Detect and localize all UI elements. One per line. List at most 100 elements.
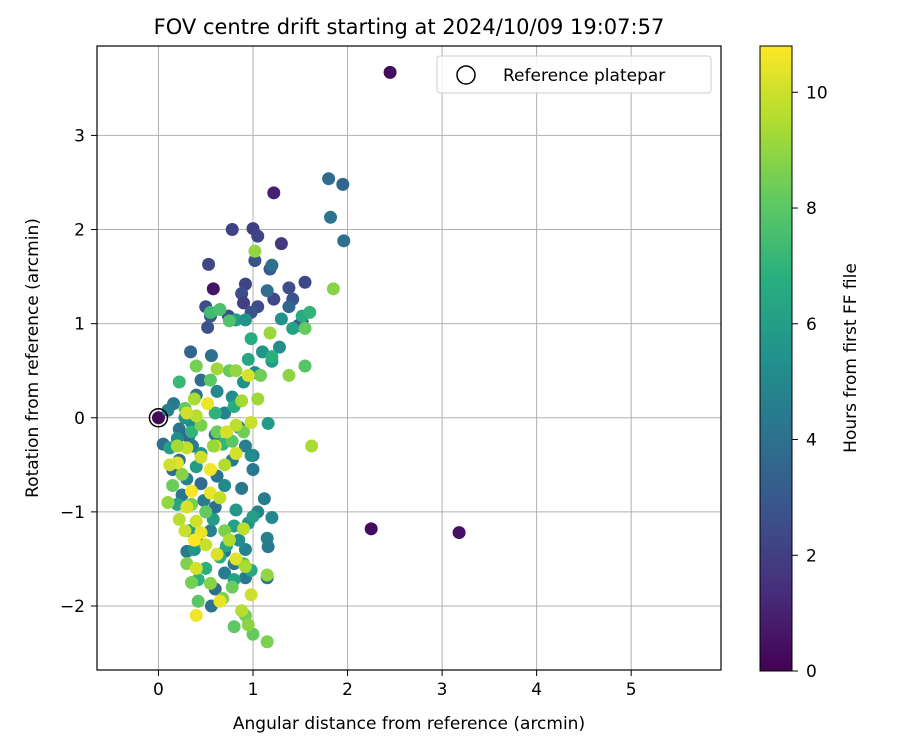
data-point [246, 510, 260, 524]
data-point [298, 321, 312, 335]
data-point [229, 503, 243, 517]
legend-marker-icon [456, 65, 476, 85]
data-point [172, 512, 186, 526]
data-point [218, 566, 232, 580]
data-point [185, 425, 199, 439]
x-axis-ticks: 0 1 2 3 4 5 [153, 670, 637, 700]
data-point [189, 608, 203, 622]
data-point [237, 296, 251, 310]
data-point [235, 481, 249, 495]
data-point [201, 320, 215, 334]
data-point [272, 340, 286, 354]
data-point [199, 561, 213, 575]
data-point [286, 321, 300, 335]
y-tick-label: 1 [74, 315, 85, 335]
colorbar-gradient [759, 45, 793, 672]
data-point [251, 392, 265, 406]
y-axis-label: Rotation from reference (arcmin) [23, 218, 43, 498]
data-point [194, 450, 208, 464]
data-point [244, 332, 258, 346]
data-point [210, 425, 224, 439]
data-point [203, 576, 217, 590]
data-point [189, 561, 203, 575]
data-point [229, 364, 243, 378]
data-point [241, 352, 255, 366]
data-point [265, 258, 279, 272]
x-tick-label: 1 [248, 680, 259, 700]
data-point [199, 538, 213, 552]
colorbar-tick-label: 8 [806, 199, 817, 219]
data-point [206, 282, 220, 296]
data-point [180, 500, 194, 514]
reference-marker [148, 408, 169, 428]
data-point [337, 234, 351, 248]
data-point [218, 458, 232, 472]
data-point [238, 559, 252, 573]
data-point [244, 588, 258, 602]
data-point [238, 543, 252, 557]
data-point [261, 540, 275, 554]
data-point [203, 373, 217, 387]
data-point [303, 305, 317, 319]
colorbar-label: Hours from first FF file [841, 263, 861, 453]
legend-label: Reference platepar [503, 66, 665, 86]
data-point [194, 477, 208, 491]
data-point [244, 448, 258, 462]
data-point [298, 359, 312, 373]
colorbar-ticks: 0 2 4 6 8 10 [792, 83, 828, 682]
data-point [151, 411, 165, 425]
data-point [225, 434, 239, 448]
data-point [282, 300, 296, 314]
data-point [235, 604, 249, 618]
data-point [203, 463, 217, 477]
data-point [274, 237, 288, 251]
data-point [229, 552, 243, 566]
data-point [191, 594, 205, 608]
data-point [175, 467, 189, 481]
data-point [166, 479, 180, 493]
colorbar-tick-label: 0 [806, 662, 817, 682]
data-point [452, 526, 466, 540]
data-point [161, 403, 175, 417]
data-point [201, 397, 215, 411]
y-tick-label: −2 [60, 597, 85, 617]
data-point [222, 533, 236, 547]
data-point [185, 484, 199, 498]
y-tick-label: 0 [74, 409, 85, 429]
data-point [172, 375, 186, 389]
data-point [237, 522, 251, 536]
data-point [227, 620, 241, 634]
data-point [241, 618, 255, 632]
data-points [148, 65, 466, 649]
data-point [282, 368, 296, 382]
x-tick-label: 0 [153, 680, 164, 700]
colorbar-tick-label: 2 [806, 546, 817, 566]
data-point [220, 425, 234, 439]
data-point [248, 244, 262, 258]
colorbar: 0 2 4 6 8 10 Hours from first FF file [759, 45, 861, 682]
data-point [260, 568, 274, 582]
colorbar-tick-label: 6 [806, 315, 817, 335]
data-point [260, 284, 274, 298]
legend: Reference platepar [436, 55, 712, 94]
data-point [225, 580, 239, 594]
data-point [229, 418, 243, 432]
data-point [208, 406, 222, 420]
data-point [210, 384, 224, 398]
data-point [222, 314, 236, 328]
data-point [248, 254, 262, 268]
y-tick-label: 2 [74, 221, 85, 241]
data-point [324, 210, 338, 224]
data-point [229, 447, 243, 461]
data-point [260, 635, 274, 649]
data-point [202, 257, 216, 271]
data-point [170, 439, 184, 453]
data-point [194, 373, 208, 387]
data-point [336, 177, 350, 191]
data-point [204, 349, 218, 363]
x-axis-label: Angular distance from reference (arcmin) [233, 714, 585, 734]
data-point [163, 458, 177, 472]
legend-box [436, 55, 712, 94]
data-point [238, 439, 252, 453]
